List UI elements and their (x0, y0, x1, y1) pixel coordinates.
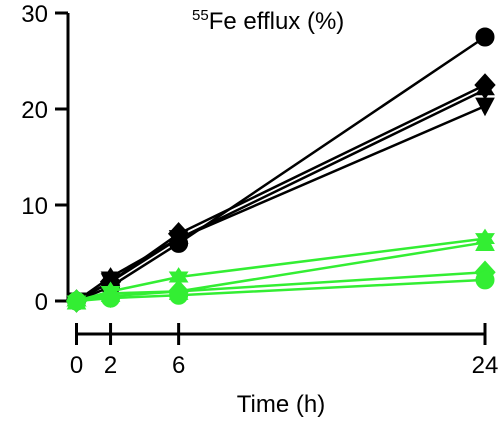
x-tick-label: 2 (104, 352, 117, 379)
data-point-circle (475, 270, 495, 290)
data-point-circle (67, 291, 87, 311)
series-line (76, 278, 486, 303)
series-line (75, 88, 486, 303)
y-tick-label: 30 (21, 1, 48, 28)
series-4 (66, 97, 495, 312)
y-tick-label: 0 (35, 289, 48, 316)
x-tick-label: 6 (172, 352, 185, 379)
star-triangle-up (475, 79, 495, 96)
data-point-circle (475, 27, 495, 47)
data-point-triangle-down (168, 230, 189, 249)
data-point-triangle-down (475, 97, 495, 117)
x-tick-label: 24 (472, 352, 499, 379)
series-line (76, 241, 486, 303)
x-tick-label: 0 (70, 352, 83, 379)
data-point-star (475, 79, 495, 100)
chart-title: 55Fe efflux (%) (192, 7, 344, 35)
chart-title-text: Fe efflux (%) (209, 8, 345, 35)
y-tick-label: 10 (21, 193, 48, 220)
series-line (76, 35, 486, 303)
series-line (75, 104, 486, 303)
data-point-circle (169, 285, 189, 305)
series-8 (67, 270, 495, 311)
x-axis-title: Time (h) (237, 391, 325, 418)
chart-title-superscript: 55 (192, 7, 209, 24)
y-tick-label: 20 (21, 97, 48, 124)
data-point-triangle-up (475, 232, 495, 251)
series-layer (65, 27, 496, 313)
data-point-circle (101, 288, 121, 308)
data-point-star (168, 267, 189, 287)
